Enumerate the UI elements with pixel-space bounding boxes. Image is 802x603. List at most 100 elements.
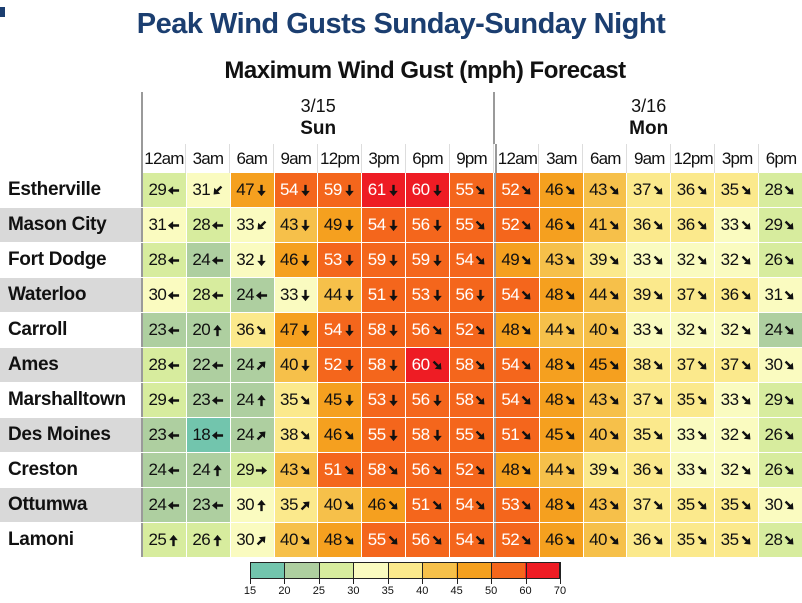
gust-value: 35: [280, 390, 298, 409]
legend-segment: [490, 563, 525, 578]
gust-cell: 48: [539, 278, 583, 312]
wind-direction-icon: [474, 219, 487, 232]
gust-cell: 37: [627, 173, 671, 207]
gust-cell: 46: [539, 208, 583, 242]
gust-value: 52: [501, 180, 520, 199]
wind-direction-icon: [211, 254, 224, 267]
gust-cell: 33: [627, 243, 671, 277]
gust-value: 54: [455, 250, 474, 269]
gust-value: 59: [323, 180, 342, 199]
wind-direction-icon: [564, 429, 577, 442]
city-label: Creston: [8, 459, 78, 480]
gust-value: 31: [764, 285, 783, 304]
table-corner: [0, 144, 141, 173]
wind-direction-icon: [520, 324, 533, 337]
gust-value: 40: [589, 530, 607, 549]
time-header: 6pm: [765, 148, 797, 168]
gust-cell: 30: [759, 348, 802, 382]
wind-direction-icon: [299, 184, 312, 197]
gust-value: 59: [411, 250, 430, 269]
wind-direction-icon: [740, 184, 753, 197]
group-day-label: Mon: [629, 118, 669, 140]
gust-value: 38: [280, 425, 298, 444]
gust-value: 51: [323, 460, 342, 479]
gust-cell: 56: [406, 313, 450, 347]
gust-value: 58: [455, 355, 474, 374]
time-header: 3pm: [716, 144, 760, 173]
gust-cell: 24: [230, 418, 274, 452]
legend-tick: [318, 562, 320, 584]
city-label: Mason City: [0, 208, 141, 242]
wind-direction-icon: [299, 534, 312, 547]
gust-cell: 54: [493, 348, 539, 382]
gust-value: 56: [411, 460, 430, 479]
wind-direction-icon: [255, 359, 268, 372]
wind-direction-icon: [431, 464, 444, 477]
gust-value: 56: [455, 285, 474, 304]
time-header: 6am: [231, 144, 274, 173]
wind-direction-icon: [608, 289, 621, 302]
wind-direction-icon: [255, 219, 268, 232]
gust-value: 45: [545, 425, 564, 444]
legend-tick: [284, 562, 286, 584]
gust-value: 49: [323, 215, 342, 234]
wind-direction-icon: [167, 184, 180, 197]
wind-direction-icon: [696, 324, 709, 337]
wind-direction-icon: [255, 394, 268, 407]
wind-direction-icon: [696, 219, 709, 232]
table-row: Mason City 31 28 33 43 49 54 56 55 52 46 41 36 36 33 29: [0, 208, 802, 242]
time-header: 3pm: [363, 144, 406, 173]
gust-value: 28: [764, 180, 783, 199]
gust-cell: 26: [759, 243, 802, 277]
gust-cell: 28: [141, 243, 186, 277]
wind-direction-icon: [167, 254, 180, 267]
gust-cell: 47: [274, 313, 318, 347]
gust-value: 38: [632, 355, 651, 374]
gust-value: 61: [367, 180, 386, 199]
wind-direction-icon: [564, 534, 577, 547]
wind-direction-icon: [255, 534, 268, 547]
wind-table: 3/15 Sun 3/16 Mon 12am 3am 6am 9am 12pm 3pm 6pm 9pm…: [0, 92, 802, 557]
gust-value: 43: [280, 215, 298, 234]
legend-tick-label: 35: [381, 585, 394, 597]
wind-direction-icon: [431, 429, 444, 442]
gust-value: 48: [501, 460, 520, 479]
gust-value: 54: [455, 495, 474, 514]
wind-direction-icon: [783, 219, 796, 232]
gust-value: 55: [367, 425, 386, 444]
gust-value: 54: [501, 285, 520, 304]
wind-direction-icon: [520, 254, 533, 267]
gust-cell: 37: [671, 278, 715, 312]
wind-direction-icon: [431, 394, 444, 407]
gust-cell: 24: [230, 348, 274, 382]
wind-direction-icon: [520, 499, 533, 512]
wind-direction-icon: [740, 394, 753, 407]
legend-tick: [560, 562, 561, 584]
wind-direction-icon: [783, 359, 796, 372]
wind-direction-icon: [431, 219, 444, 232]
gust-cell: 24: [141, 453, 186, 487]
wind-direction-icon: [255, 254, 268, 267]
gust-cell: 56: [406, 383, 450, 417]
gust-value: 35: [720, 495, 739, 514]
wind-direction-icon: [564, 499, 577, 512]
wind-direction-icon: [474, 254, 487, 267]
gust-value: 37: [676, 285, 695, 304]
gust-value: 44: [545, 460, 564, 479]
wind-direction-icon: [520, 289, 533, 302]
gust-value: 24: [764, 320, 783, 339]
gust-cell: 44: [539, 453, 583, 487]
gust-value: 45: [323, 390, 342, 409]
wind-direction-icon: [474, 184, 487, 197]
wind-direction-icon: [211, 219, 224, 232]
wind-direction-icon: [564, 289, 577, 302]
gust-cell: 40: [583, 313, 627, 347]
gust-value: 32: [720, 460, 739, 479]
legend-segment: [251, 563, 286, 578]
wind-direction-icon: [652, 219, 665, 232]
gust-value: 29: [148, 180, 167, 199]
gust-value: 24: [236, 285, 255, 304]
gust-value: 52: [323, 355, 342, 374]
gust-value: 46: [545, 180, 564, 199]
gust-value: 35: [632, 425, 651, 444]
